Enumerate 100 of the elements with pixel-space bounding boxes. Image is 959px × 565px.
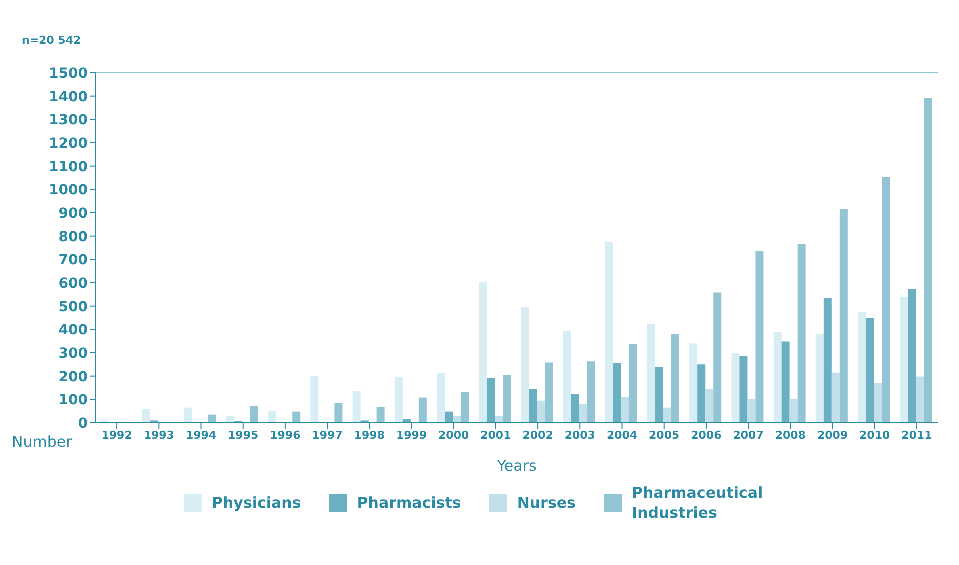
y-tick-label: 600: [58, 276, 88, 292]
x-tick-label: 2000: [438, 428, 470, 442]
bar: [479, 282, 488, 423]
x-tick-label: 1993: [144, 428, 174, 442]
bar: [495, 416, 504, 423]
bar: [503, 375, 512, 423]
x-tick-label: 1998: [354, 428, 385, 442]
bar: [664, 408, 672, 423]
bar: [824, 298, 832, 423]
bar: [748, 398, 756, 423]
x-tick-label: 2011: [902, 428, 932, 442]
bar: [334, 403, 343, 423]
bar: [858, 312, 866, 423]
bar: [882, 178, 890, 423]
bar: [208, 414, 216, 423]
x-tick-label: 2003: [564, 428, 596, 442]
y-tick-label: 100: [58, 392, 88, 409]
bar: [226, 416, 235, 423]
bar: [453, 416, 462, 423]
x-tick-label: 1996: [270, 428, 302, 442]
legend-label: Nurses: [517, 493, 576, 513]
x-tick-label: 1992: [102, 428, 132, 442]
bar: [563, 330, 572, 423]
bar: [648, 324, 656, 423]
bar: [268, 410, 277, 423]
bar: [816, 334, 824, 423]
y-tick-label: 700: [58, 252, 88, 269]
x-tick-label: 2002: [522, 428, 554, 442]
bar: [613, 364, 622, 423]
bar: [732, 353, 740, 423]
bar: [740, 356, 748, 423]
bar: [866, 318, 874, 423]
x-tick-label: 1994: [186, 428, 217, 442]
y-tick-label: 1500: [49, 66, 88, 82]
bar: [908, 290, 916, 423]
legend-label: Pharmaceutical Industries: [632, 483, 764, 523]
bar: [352, 392, 361, 423]
y-tick-label: 1300: [49, 112, 88, 129]
bar: [629, 344, 638, 423]
bar: [418, 398, 427, 423]
bar: [521, 308, 530, 423]
x-tick-label: 1995: [228, 428, 259, 442]
bar: [461, 392, 470, 423]
x-tick-label: 2010: [860, 428, 890, 442]
bar: [924, 98, 932, 423]
x-tick-label: 2008: [775, 428, 806, 442]
x-tick-label: 2004: [606, 428, 638, 442]
bar: [437, 372, 446, 423]
bar: [840, 210, 848, 423]
legend-label: Physicians: [212, 493, 302, 513]
bar: [537, 400, 546, 423]
y-tick-label: 200: [58, 369, 88, 386]
bar: [579, 404, 588, 423]
bar: [690, 344, 698, 423]
bar: [656, 367, 664, 423]
bar: [545, 362, 554, 423]
y-tick-label: 1400: [49, 89, 88, 106]
bar: [698, 364, 706, 423]
x-tick-label: 2009: [817, 428, 848, 442]
bar: [292, 412, 301, 423]
bar: [874, 383, 882, 423]
bar: [605, 242, 614, 423]
x-axis-title: Years: [496, 457, 537, 475]
bar: [916, 376, 924, 423]
legend-label: Pharmacists: [357, 493, 462, 513]
bar: [184, 408, 192, 423]
bar: [798, 244, 806, 423]
bar: [790, 398, 798, 423]
y-tick-label: 900: [58, 206, 88, 222]
bar: [782, 342, 790, 423]
y-tick-label: 0: [78, 416, 88, 432]
bar: [529, 389, 538, 423]
bar: [900, 297, 908, 423]
x-tick-label: 2005: [649, 428, 680, 442]
y-tick-label: 1200: [49, 136, 88, 152]
x-tick-label: 2001: [480, 428, 512, 442]
bar: [714, 292, 722, 423]
bar: [487, 378, 496, 423]
bar: [445, 412, 454, 423]
bar: [756, 251, 764, 423]
x-tick-label: 2006: [691, 428, 722, 442]
bar: [142, 409, 150, 423]
bar: [672, 334, 680, 423]
bar: [706, 389, 714, 423]
x-tick-label: 2007: [733, 428, 764, 442]
y-tick-label: 800: [58, 229, 88, 246]
y-tick-label: 300: [58, 346, 88, 362]
bar: [832, 372, 840, 423]
bar: [774, 332, 782, 423]
bar: [394, 378, 403, 423]
y-tick-label: 1000: [49, 182, 88, 199]
bar: [250, 406, 259, 423]
bar: [376, 407, 385, 423]
bar: [571, 394, 580, 423]
y-axis-title: Number: [12, 433, 72, 451]
bar: [621, 397, 630, 423]
y-tick-label: 1100: [49, 159, 88, 176]
x-tick-label: 1999: [396, 428, 428, 442]
bar: [587, 362, 596, 423]
y-tick-label: 400: [58, 322, 88, 339]
